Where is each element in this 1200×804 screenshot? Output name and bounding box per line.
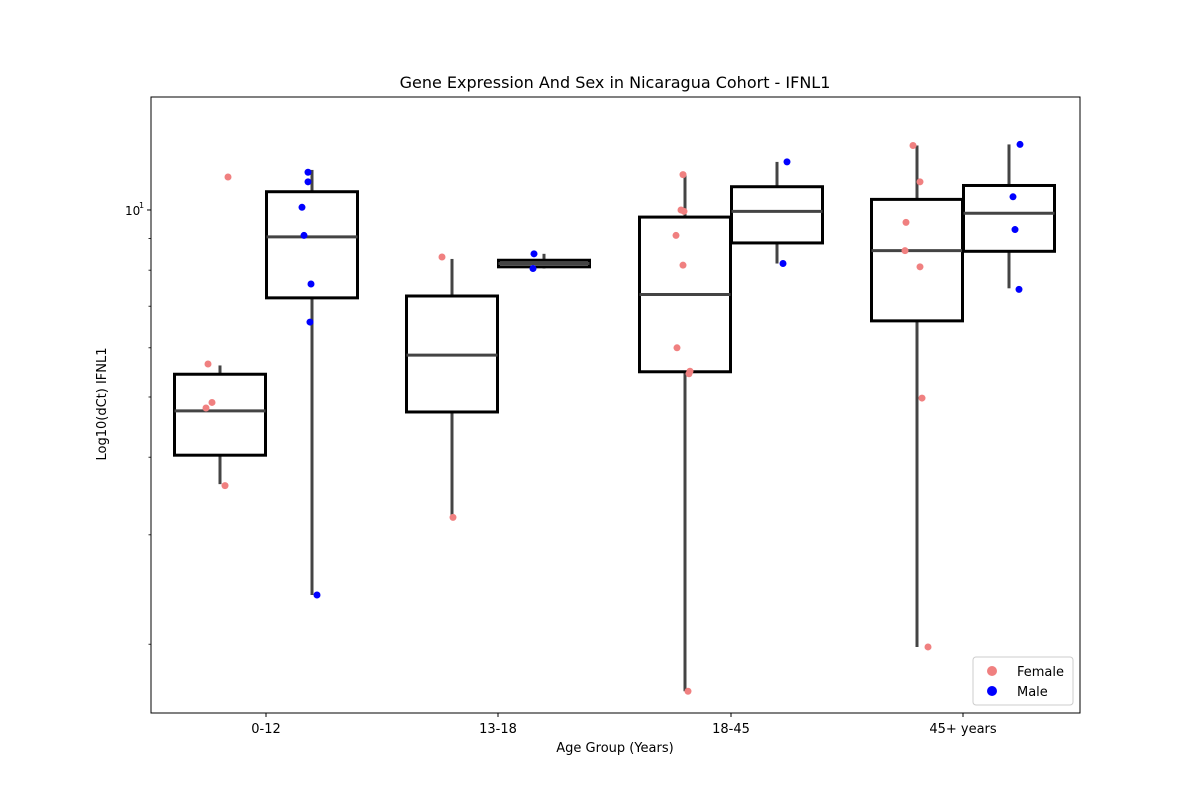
x-tick-label: 45+ years [929,722,997,737]
data-point-female [917,263,924,270]
data-point-female [902,247,909,254]
legend: Female Male [973,657,1073,705]
data-point-male [301,232,308,239]
data-point-male [1010,193,1017,200]
box-female [872,199,963,320]
plot-frame [151,97,1080,713]
x-tick-label: 18-45 [712,722,750,737]
data-point-female [910,142,917,149]
legend-marker-male [987,686,997,696]
y-tick-label: 10 [125,204,140,218]
data-point-female [205,361,212,368]
chart-title: Gene Expression And Sex in Nicaragua Coh… [400,73,831,92]
data-point-female [686,370,693,377]
plot-area [175,141,1055,695]
data-point-female [685,688,692,695]
legend-label-female: Female [1017,665,1064,680]
data-point-male [1017,141,1024,148]
box-male [964,185,1055,251]
data-point-female [681,208,688,215]
data-point-male [1012,226,1019,233]
y-tick-exponent: 1 [139,201,144,210]
x-tick-label: 0-12 [251,722,281,737]
data-point-female [222,482,229,489]
data-point-male [531,250,538,257]
data-point-male [780,260,787,267]
data-point-female [903,219,910,226]
data-point-male [299,204,306,211]
data-point-female [209,399,216,406]
data-point-male [305,178,312,185]
data-point-female [439,254,446,261]
box-male [732,187,823,243]
data-point-male [305,169,312,176]
data-point-male [308,281,315,288]
data-point-female [680,262,687,269]
box-female [175,374,266,455]
data-point-female [680,171,687,178]
x-tick-label: 13-18 [479,722,517,737]
data-point-female [225,173,232,180]
data-point-female [919,395,926,402]
legend-label-male: Male [1017,685,1048,700]
data-point-female [203,405,210,412]
legend-marker-female [987,666,997,676]
data-point-female [674,344,681,351]
data-point-female [673,232,680,239]
data-point-female [917,178,924,185]
data-point-male [530,265,537,272]
data-point-male [784,158,791,165]
data-point-male [307,319,314,326]
data-point-male [1016,286,1023,293]
y-axis-label: Log10(dCt) IFNL1 [95,347,110,460]
data-point-male [314,592,321,599]
data-point-female [450,514,457,521]
x-axis-label: Age Group (Years) [556,741,673,756]
data-point-female [925,643,932,650]
